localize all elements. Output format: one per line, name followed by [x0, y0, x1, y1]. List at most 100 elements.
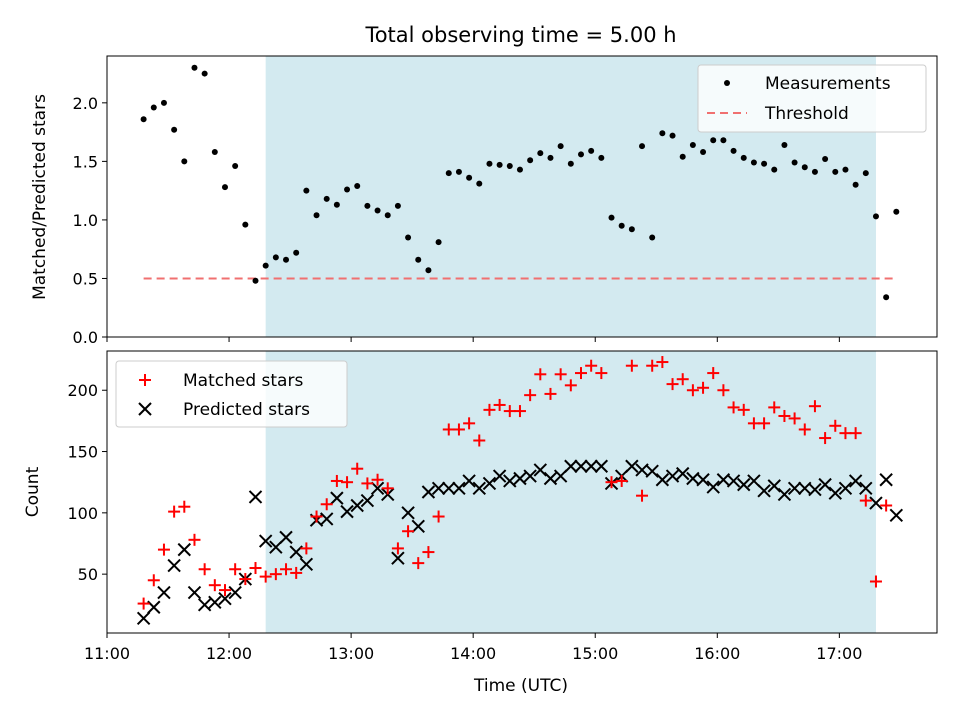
- matched-point: [381, 482, 394, 495]
- predicted-point: [503, 474, 517, 488]
- x-tick-label: 13:00: [328, 644, 374, 663]
- predicted-point: [808, 482, 822, 497]
- measurement-point: [801, 164, 808, 171]
- matched-point: [534, 368, 547, 381]
- measurement-point: [445, 170, 452, 177]
- matched-point: [819, 432, 832, 445]
- measurement-point: [476, 180, 483, 187]
- predicted-point: [401, 506, 415, 520]
- matched-point: [473, 434, 486, 447]
- matched-point: [808, 400, 821, 413]
- predicted-point: [147, 600, 161, 614]
- measurement-point: [628, 226, 635, 233]
- bottom-axes-frame: [106, 350, 938, 634]
- predicted-point: [818, 477, 832, 492]
- matched-point: [229, 563, 242, 576]
- measurement-point: [506, 163, 513, 170]
- measurement-point: [272, 254, 279, 261]
- matched-point: [625, 359, 638, 372]
- y-tick-label: 0.5: [73, 269, 98, 288]
- predicted-point: [177, 542, 192, 557]
- measurement-point: [303, 187, 310, 194]
- measurement-point: [811, 168, 818, 175]
- matched-point: [371, 473, 384, 486]
- matched-point: [147, 574, 160, 587]
- matched-point: [137, 597, 150, 610]
- measurement-point: [791, 159, 798, 166]
- legend-matched-marker: [139, 374, 151, 386]
- matched-point: [218, 584, 231, 597]
- x-tick-label: 11:00: [84, 644, 130, 663]
- matched-point: [432, 510, 445, 523]
- x-tick-label: 17:00: [816, 644, 862, 663]
- matched-point: [788, 412, 801, 425]
- matched-point: [493, 398, 506, 411]
- predicted-point: [421, 485, 436, 499]
- top-y-ticks: 0.0 0.5 1.0 1.5 2.0: [73, 94, 107, 347]
- y-tick-label: 1.5: [73, 152, 98, 171]
- predicted-point: [330, 491, 344, 505]
- measurement-point: [730, 147, 737, 154]
- top-points-group: [140, 64, 900, 301]
- predicted-point: [218, 591, 232, 606]
- measurement-point: [415, 256, 422, 263]
- matched-point: [615, 474, 628, 487]
- matched-point: [605, 476, 618, 489]
- matched-point: [524, 389, 537, 402]
- measurement-point: [394, 202, 401, 209]
- measurement-point: [242, 221, 249, 228]
- measurement-point: [862, 170, 869, 177]
- top-legend: Measurements Threshold: [697, 64, 927, 133]
- measurement-point: [872, 213, 879, 220]
- predicted-point: [391, 551, 405, 565]
- measurement-point: [537, 150, 544, 157]
- matched-point: [168, 505, 181, 518]
- measurement-point: [781, 141, 788, 148]
- matched-point: [666, 378, 679, 391]
- measurement-point: [659, 130, 666, 137]
- matched-point: [656, 356, 669, 369]
- predicted-point: [513, 471, 527, 486]
- measurement-point: [252, 277, 259, 284]
- predicted-point: [289, 545, 303, 559]
- matched-point: [636, 489, 649, 502]
- predicted-point: [625, 459, 639, 473]
- matched-point: [208, 579, 221, 592]
- measurement-point: [750, 159, 757, 166]
- matched-point: [737, 403, 750, 416]
- matched-point: [463, 417, 476, 430]
- matched-point: [717, 384, 730, 397]
- measurement-point: [832, 168, 839, 175]
- measurement-point: [547, 154, 554, 161]
- measurement-point: [344, 186, 351, 193]
- measurement-point: [883, 294, 890, 301]
- measurement-point: [160, 99, 167, 106]
- predicted-point: [767, 479, 781, 493]
- predicted-point: [665, 469, 680, 483]
- measurement-point: [720, 137, 727, 144]
- measurement-point: [557, 143, 564, 150]
- measurement-point: [455, 168, 462, 175]
- predicted-point: [706, 480, 720, 494]
- chart-title: Total observing time = 5.00 h: [364, 23, 676, 47]
- x-tick-label: 14:00: [450, 644, 496, 663]
- matched-point: [869, 575, 882, 588]
- predicted-point: [411, 519, 425, 534]
- matched-point: [778, 409, 791, 422]
- predicted-point: [574, 459, 588, 473]
- matched-point: [300, 542, 313, 555]
- predicted-point: [737, 477, 751, 492]
- measurement-point: [425, 267, 432, 274]
- matched-point: [391, 542, 404, 555]
- y-tick-label: 1.0: [73, 211, 98, 230]
- matched-point: [727, 401, 740, 414]
- matched-point: [249, 562, 262, 575]
- predicted-point: [828, 486, 842, 500]
- predicted-point: [777, 487, 792, 502]
- matched-point: [849, 427, 862, 440]
- measurement-point: [374, 207, 381, 214]
- matched-point: [269, 568, 282, 581]
- predicted-point: [757, 484, 771, 498]
- measurement-point: [842, 166, 849, 173]
- matched-points-group: [137, 356, 893, 610]
